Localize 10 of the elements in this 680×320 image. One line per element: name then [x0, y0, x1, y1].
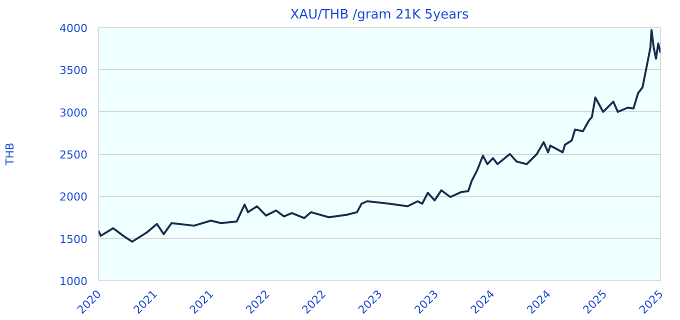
y-tick-label: 2000: [60, 190, 88, 204]
y-tick-label: 1500: [60, 232, 88, 246]
y-tick-label: 3500: [60, 64, 88, 78]
y-tick-label: 4000: [60, 22, 88, 35]
y-tick-label: 2500: [60, 148, 88, 162]
chart-title: XAU/THB /gram 21K 5years: [290, 8, 469, 22]
y-axis-title: THB: [4, 142, 17, 166]
y-tick-label: 3000: [60, 106, 88, 120]
y-tick-label: 1000: [60, 275, 88, 288]
line-series: [98, 29, 660, 243]
